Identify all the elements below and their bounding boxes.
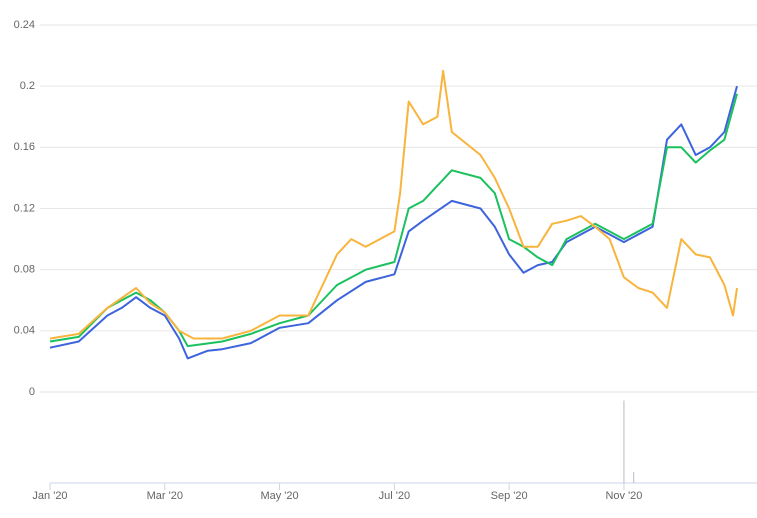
y-tick-label: 0.12: [14, 202, 35, 214]
volume-bar: [633, 471, 635, 483]
y-tick-label: 0.24: [14, 19, 35, 31]
y-tick-label: 0: [29, 386, 35, 398]
x-tick-label: Mar '20: [147, 490, 183, 502]
volume-bar: [623, 400, 625, 483]
y-tick-label: 0.2: [20, 80, 35, 92]
x-tick-label: May '20: [260, 490, 298, 502]
y-tick-label: 0.04: [14, 325, 35, 337]
x-tick-label: Nov '20: [605, 490, 642, 502]
series-line: [49, 69, 738, 340]
x-tick-label: Jan '20: [32, 490, 67, 502]
y-tick-label: 0.08: [14, 264, 35, 276]
x-tick-label: Sep '20: [491, 490, 528, 502]
x-tick-label: Jul '20: [379, 490, 410, 502]
y-tick-label: 0.16: [14, 141, 35, 153]
series-line: [49, 85, 738, 360]
